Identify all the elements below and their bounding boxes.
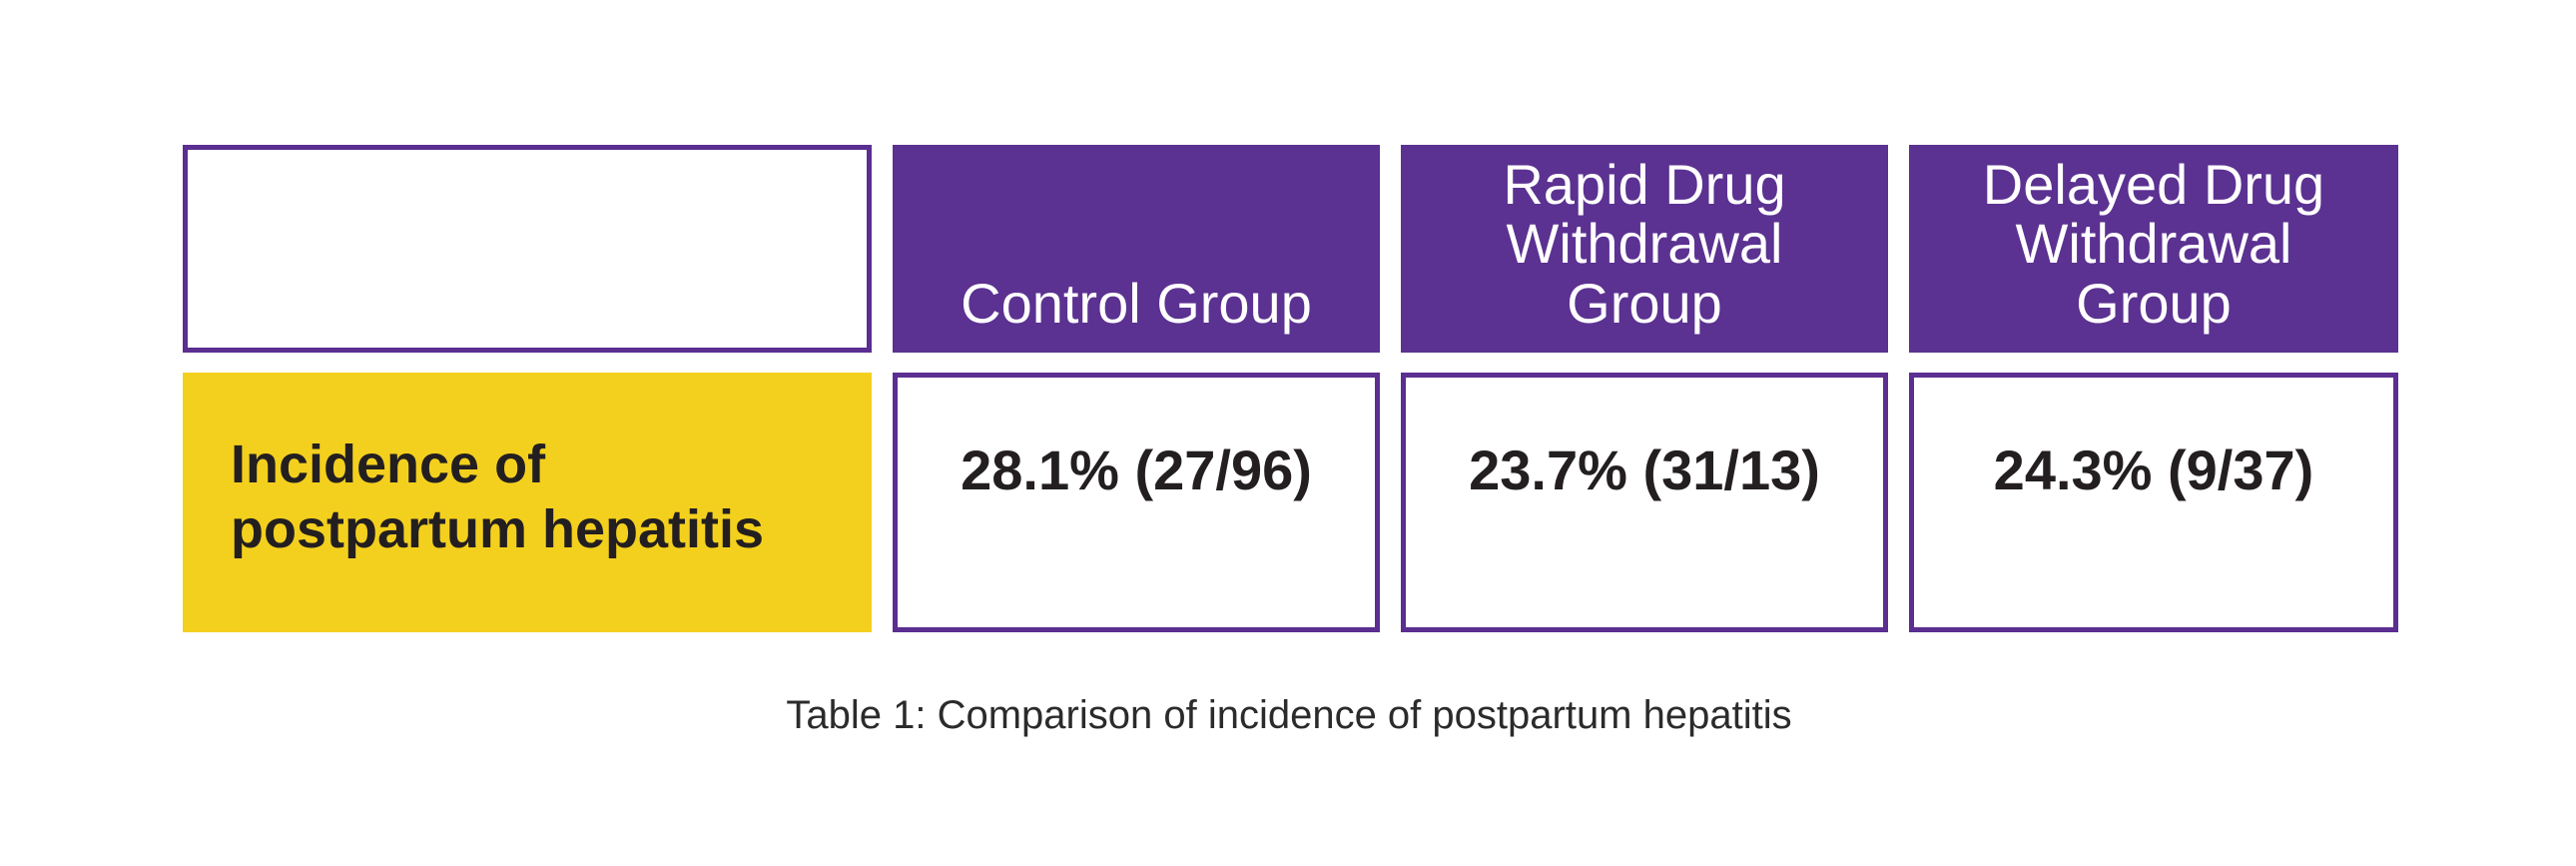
value-cell-control-group: 28.1% (27/96)	[893, 373, 1380, 632]
comparison-table: Control Group Rapid Drug Withdrawal Grou…	[183, 145, 2398, 632]
column-header-delayed-drug-withdrawal-group: Delayed Drug Withdrawal Group	[1909, 145, 2398, 353]
table-corner-empty-cell	[183, 145, 872, 353]
column-header-control-group: Control Group	[893, 145, 1380, 353]
value-cell-rapid-drug-withdrawal-group: 23.7% (31/13)	[1401, 373, 1888, 632]
value-cell-delayed-drug-withdrawal-group: 24.3% (9/37)	[1909, 373, 2398, 632]
row-label-incidence-of-postpartum-hepatitis: Incidence of postpartum hepatitis	[183, 373, 872, 632]
table-caption: Table 1: Comparison of incidence of post…	[786, 693, 1792, 737]
column-header-rapid-drug-withdrawal-group: Rapid Drug Withdrawal Group	[1401, 145, 1888, 353]
